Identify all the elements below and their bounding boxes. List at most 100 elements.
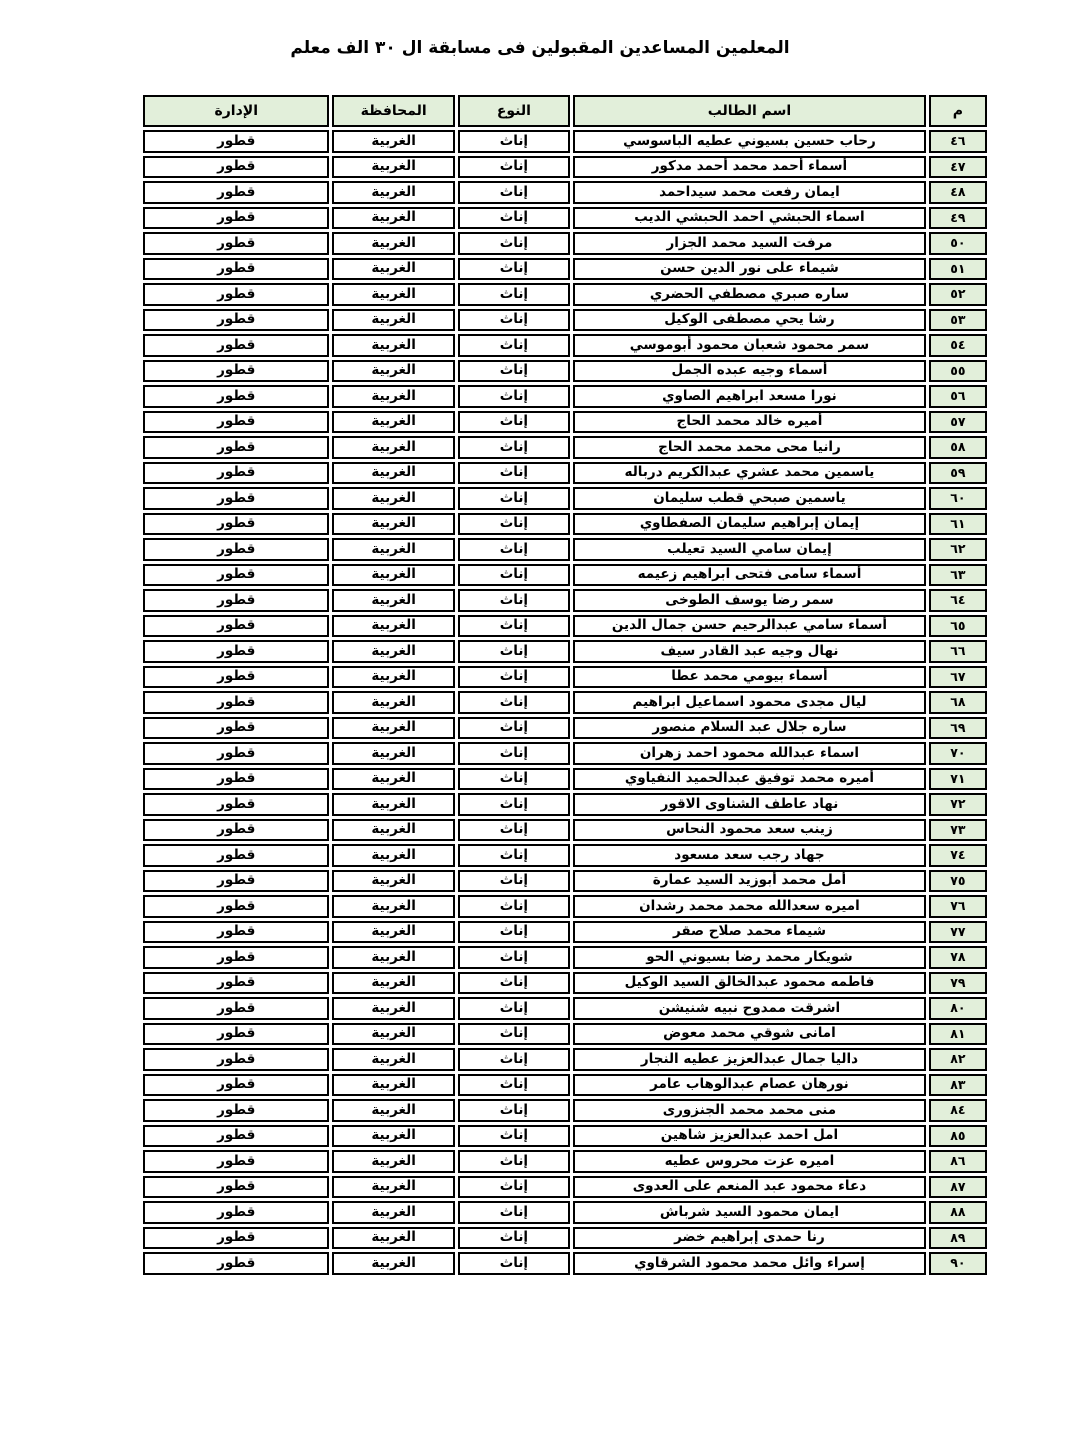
- cell-gender-type: إناث: [457, 1073, 571, 1096]
- cell-student-name: زينب سعد محمود النحاس: [573, 818, 926, 841]
- cell-serial: ٨١: [928, 1022, 987, 1045]
- cell-administration: قطور: [143, 1150, 330, 1173]
- cell-gender-type: إناث: [457, 793, 571, 816]
- cell-administration: قطور: [143, 1073, 330, 1096]
- table-row: ٨١ امانى شوقي محمد معوض إناث الغربية قطو…: [143, 1022, 987, 1045]
- cell-gender-type: إناث: [457, 1150, 571, 1173]
- table-row: ٥٧ أميره خالد محمد الحاج إناث الغربية قط…: [143, 410, 987, 433]
- cell-student-name: دعاء محمود عبد المنعم على العدوى: [573, 1175, 926, 1198]
- cell-student-name: أسماء أحمد محمد أحمد مدكور: [573, 155, 926, 178]
- cell-serial: ٨٤: [928, 1099, 987, 1122]
- table-row: ٨٤ منى محمد محمد الجنزورى إناث الغربية ق…: [143, 1099, 987, 1122]
- cell-student-name: ايمان رفعت محمد سيداحمد: [573, 181, 926, 204]
- cell-administration: قطور: [143, 997, 330, 1020]
- cell-governorate: الغربية: [332, 1048, 455, 1071]
- cell-student-name: امانى شوقي محمد معوض: [573, 1022, 926, 1045]
- cell-governorate: الغربية: [332, 767, 455, 790]
- cell-serial: ٨٨: [928, 1201, 987, 1224]
- cell-student-name: اميره عزت محروس عطيه: [573, 1150, 926, 1173]
- cell-governorate: الغربية: [332, 869, 455, 892]
- cell-administration: قطور: [143, 436, 330, 459]
- cell-governorate: الغربية: [332, 1073, 455, 1096]
- table-row: ٧٨ شويكار محمد رضا بسيوني الحو إناث الغر…: [143, 946, 987, 969]
- table-row: ٨٨ ايمان محمود السيد شرباش إناث الغربية …: [143, 1201, 987, 1224]
- cell-gender-type: إناث: [457, 181, 571, 204]
- cell-governorate: الغربية: [332, 920, 455, 943]
- cell-serial: ٥٦: [928, 385, 987, 408]
- cell-serial: ٦٢: [928, 538, 987, 561]
- cell-governorate: الغربية: [332, 130, 455, 153]
- cell-governorate: الغربية: [332, 1252, 455, 1275]
- cell-administration: قطور: [143, 691, 330, 714]
- cell-administration: قطور: [143, 538, 330, 561]
- cell-student-name: رانيا محى محمد محمد الحاج: [573, 436, 926, 459]
- table-row: ٧٤ جهاد رجب سعد مسعود إناث الغربية قطور: [143, 844, 987, 867]
- cell-serial: ٧٥: [928, 869, 987, 892]
- cell-gender-type: إناث: [457, 334, 571, 357]
- cell-administration: قطور: [143, 844, 330, 867]
- cell-serial: ٧٤: [928, 844, 987, 867]
- cell-administration: قطور: [143, 334, 330, 357]
- cell-administration: قطور: [143, 1022, 330, 1045]
- cell-serial: ٥٣: [928, 308, 987, 331]
- cell-student-name: اميره سعدالله محمد محمد رشدان: [573, 895, 926, 918]
- cell-administration: قطور: [143, 665, 330, 688]
- table-row: ٦٩ ساره جلال عبد السلام منصور إناث الغرب…: [143, 716, 987, 739]
- cell-student-name: سمر محمود شعبان محمود أبوموسي: [573, 334, 926, 357]
- table-row: ٦٤ سمر رضا يوسف الطوخى إناث الغربية قطور: [143, 589, 987, 612]
- table-row: ٧٥ أمل محمد أبوزيد السيد عمارة إناث الغر…: [143, 869, 987, 892]
- cell-serial: ٤٧: [928, 155, 987, 178]
- table-row: ٥٠ مرفت السيد محمد الجزار إناث الغربية ق…: [143, 232, 987, 255]
- table-row: ٧٣ زينب سعد محمود النحاس إناث الغربية قط…: [143, 818, 987, 841]
- cell-administration: قطور: [143, 487, 330, 510]
- cell-governorate: الغربية: [332, 1022, 455, 1045]
- cell-gender-type: إناث: [457, 920, 571, 943]
- table-row: ٥٣ رشا يحي مصطفى الوكيل إناث الغربية قطو…: [143, 308, 987, 331]
- cell-student-name: أميره خالد محمد الحاج: [573, 410, 926, 433]
- header-serial: م: [928, 95, 987, 127]
- cell-serial: ٤٨: [928, 181, 987, 204]
- cell-serial: ٧٢: [928, 793, 987, 816]
- cell-gender-type: إناث: [457, 232, 571, 255]
- cell-administration: قطور: [143, 563, 330, 586]
- cell-gender-type: إناث: [457, 946, 571, 969]
- table-row: ٥١ شيماء على نور الدين حسن إناث الغربية …: [143, 257, 987, 280]
- cell-gender-type: إناث: [457, 461, 571, 484]
- cell-student-name: داليا جمال عبدالعزيز عطيه النجار: [573, 1048, 926, 1071]
- table-row: ٦٧ أسماء بيومي محمد عطا إناث الغربية قطو…: [143, 665, 987, 688]
- cell-administration: قطور: [143, 895, 330, 918]
- cell-gender-type: إناث: [457, 308, 571, 331]
- cell-student-name: أسماء وجيه عبده الجمل: [573, 359, 926, 382]
- cell-governorate: الغربية: [332, 308, 455, 331]
- cell-serial: ٥٧: [928, 410, 987, 433]
- cell-administration: قطور: [143, 971, 330, 994]
- cell-governorate: الغربية: [332, 487, 455, 510]
- cell-administration: قطور: [143, 512, 330, 535]
- table-row: ٧٩ فاطمه محمود عبدالخالق السيد الوكيل إن…: [143, 971, 987, 994]
- table-row: ٦٣ أسماء سامى فتحى ابراهيم زعيمه إناث ال…: [143, 563, 987, 586]
- cell-gender-type: إناث: [457, 130, 571, 153]
- cell-administration: قطور: [143, 461, 330, 484]
- cell-governorate: الغربية: [332, 334, 455, 357]
- cell-gender-type: إناث: [457, 155, 571, 178]
- cell-student-name: ليال مجدى محمود اسماعيل ابراهيم: [573, 691, 926, 714]
- cell-governorate: الغربية: [332, 793, 455, 816]
- cell-administration: قطور: [143, 155, 330, 178]
- cell-governorate: الغربية: [332, 206, 455, 229]
- header-administration: الإدارة: [143, 95, 330, 127]
- cell-serial: ٧٨: [928, 946, 987, 969]
- cell-gender-type: إناث: [457, 1252, 571, 1275]
- table-row: ٧٦ اميره سعدالله محمد محمد رشدان إناث ال…: [143, 895, 987, 918]
- cell-student-name: إسراء وائل محمد محمود الشرقاوي: [573, 1252, 926, 1275]
- cell-governorate: الغربية: [332, 1099, 455, 1122]
- cell-governorate: الغربية: [332, 1226, 455, 1249]
- cell-administration: قطور: [143, 130, 330, 153]
- cell-administration: قطور: [143, 742, 330, 765]
- cell-serial: ٩٠: [928, 1252, 987, 1275]
- cell-student-name: مرفت السيد محمد الجزار: [573, 232, 926, 255]
- cell-gender-type: إناث: [457, 1099, 571, 1122]
- cell-administration: قطور: [143, 410, 330, 433]
- cell-student-name: أسماء سامى فتحى ابراهيم زعيمه: [573, 563, 926, 586]
- cell-governorate: الغربية: [332, 665, 455, 688]
- cell-student-name: ياسمين محمد عشري عبدالكريم درباله: [573, 461, 926, 484]
